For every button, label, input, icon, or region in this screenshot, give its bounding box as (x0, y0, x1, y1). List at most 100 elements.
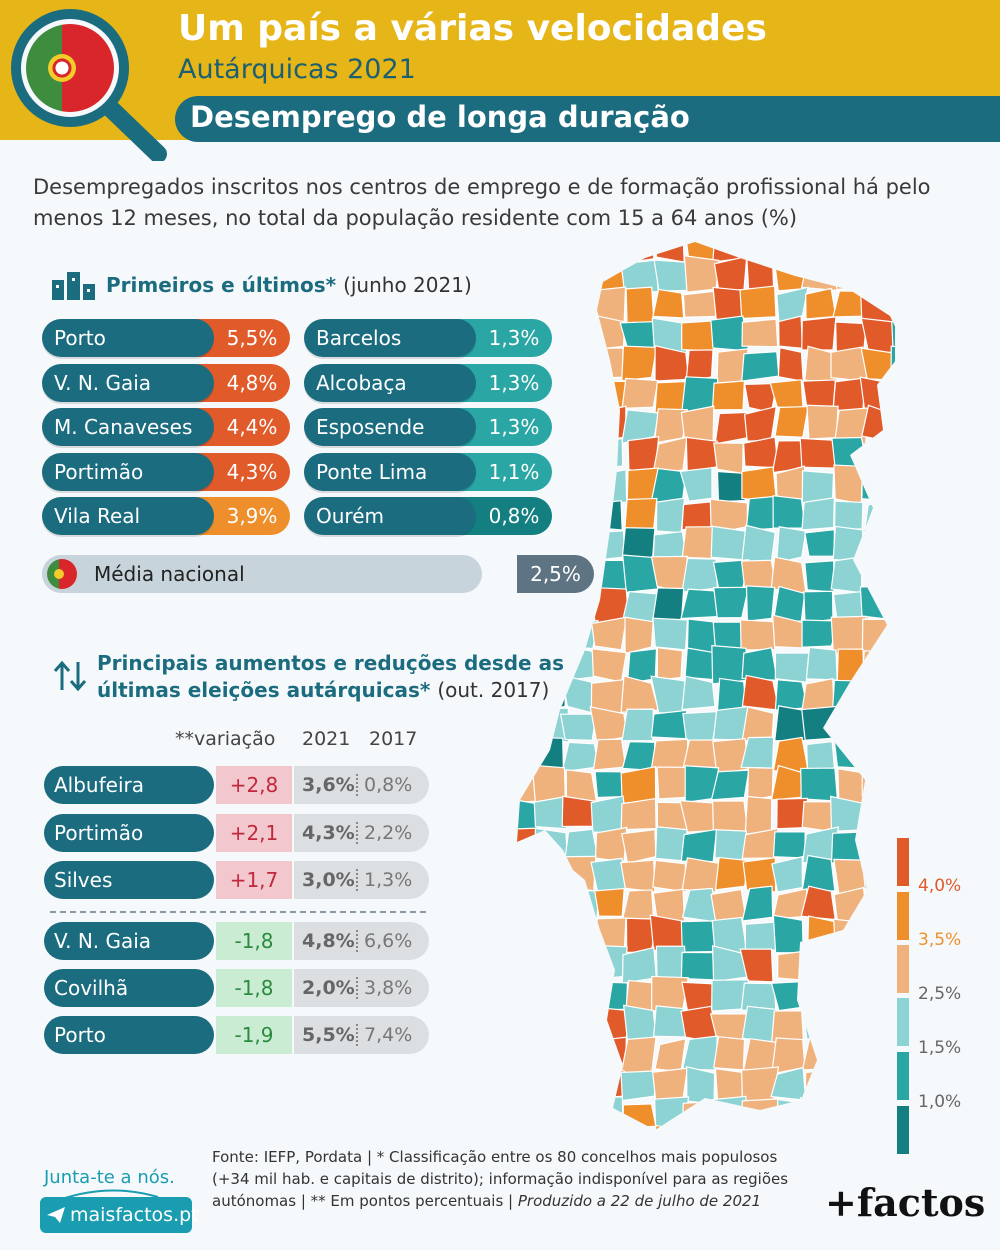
municipality-cell (620, 766, 657, 804)
variation-cell: -1,8 (216, 922, 292, 960)
municipality-cell (529, 378, 567, 411)
value-separator (356, 774, 358, 796)
municipality-cell (831, 947, 870, 984)
municipality-cell (682, 710, 719, 742)
ranking-name: Barcelos (304, 319, 476, 357)
municipality-cell (680, 828, 718, 863)
municipality-cell (742, 242, 780, 264)
municipality-cell (517, 735, 535, 772)
municipality-cell (714, 411, 749, 445)
municipality-name: Albufeira (44, 766, 214, 804)
municipality-cell (865, 795, 895, 833)
municipality-cell (893, 1037, 895, 1069)
municipality-cell (861, 831, 895, 860)
municipality-cell (621, 345, 658, 382)
legend-label: 3,5% (918, 930, 962, 950)
site-link[interactable]: maisfactos.pt (40, 1197, 199, 1233)
municipality-cell (865, 442, 895, 469)
municipality-cell (681, 887, 719, 923)
municipality-cell (650, 555, 688, 594)
value-2021: 3,0% (302, 869, 355, 891)
municipality-cell (892, 892, 895, 925)
municipality-cell (517, 859, 539, 893)
municipality-cell (681, 320, 717, 352)
municipality-cell (564, 1036, 595, 1070)
municipality-cell (740, 1098, 780, 1130)
municipality-cell (517, 441, 538, 472)
join-arrow-icon (61, 1189, 159, 1200)
municipality-name: Silves (44, 861, 214, 899)
value-2017: 6,6% (364, 930, 413, 952)
municipality-cell (625, 286, 655, 324)
table-row: -1,8 2,0% 3,8% Covilhã (44, 969, 429, 1007)
municipality-cell (889, 706, 895, 743)
up-down-arrows-icon (53, 660, 87, 692)
legend-swatch (897, 1106, 909, 1154)
municipality-cell (801, 1036, 839, 1071)
municipality-cell (596, 1096, 624, 1128)
municipality-cell (517, 764, 538, 804)
municipality-cell (861, 650, 895, 680)
site-text: maisfactos.pt (70, 1204, 199, 1226)
legend-label: 1,5% (918, 1038, 962, 1058)
ranking-title-note: (junho 2021) (343, 273, 472, 297)
municipality-cell (653, 259, 689, 292)
municipality-cell (621, 409, 660, 445)
value-2021: 5,5% (302, 1024, 355, 1046)
municipality-cell (652, 859, 688, 893)
changes-title-line1: Principais aumentos e reduções desde as (97, 651, 564, 675)
municipality-cell (805, 646, 838, 681)
municipality-cell (620, 242, 655, 265)
municipality-cell (746, 766, 774, 802)
legend-swatch (897, 892, 909, 940)
municipality-cell (892, 408, 895, 444)
municipality-cell (860, 916, 894, 954)
municipality-cell (537, 975, 567, 1010)
source-text: Fonte: IEFP, Pordata | * Classificação e… (212, 1148, 789, 1210)
municipality-cell (592, 314, 626, 351)
municipality-cell (685, 349, 714, 382)
municipality-cell (739, 619, 779, 651)
page-subtitle: Autárquicas 2021 (178, 54, 416, 85)
ranking-name: Porto (42, 319, 214, 357)
ranking-value: 1,3% (457, 319, 552, 357)
municipality-cell (682, 290, 719, 318)
municipality-cell (679, 467, 713, 502)
municipality-cell (778, 315, 804, 350)
municipality-cell (622, 1103, 657, 1129)
municipality-cell (861, 947, 895, 984)
municipality-cell (592, 1064, 626, 1099)
value-2021: 4,3% (302, 822, 355, 844)
municipality-cell (517, 1036, 538, 1072)
ranking-row: 3,9% Vila Real (42, 497, 290, 535)
municipality-cell (771, 855, 803, 893)
table-row: +2,8 3,6% 0,8% Albufeira (44, 766, 429, 804)
municipality-cell (866, 559, 895, 590)
municipality-cell (860, 317, 895, 354)
municipality-cell (517, 889, 538, 919)
municipality-cell (860, 347, 895, 381)
source-note: Fonte: IEFP, Pordata | * Classificação e… (212, 1146, 792, 1212)
municipality-cell (711, 380, 746, 411)
municipality-cell (801, 982, 837, 1011)
table-row: -1,9 5,5% 7,4% Porto (44, 1016, 429, 1054)
municipality-cell (892, 798, 895, 835)
municipality-cell (890, 285, 895, 320)
municipality-cell (531, 945, 570, 982)
value-2017: 0,8% (364, 774, 413, 796)
municipality-cell (559, 713, 597, 742)
municipality-cell (517, 797, 539, 832)
municipality-cell (862, 525, 895, 560)
municipality-cell (712, 800, 749, 834)
municipality-cell (804, 1067, 835, 1102)
municipality-cell (889, 524, 895, 565)
municipality-cell (517, 378, 537, 408)
municipality-cell (804, 944, 838, 984)
municipality-cell (591, 616, 628, 651)
municipality-cell (624, 497, 658, 530)
values-cell: 4,3% 2,2% (294, 814, 429, 852)
municipality-cell (530, 406, 569, 445)
municipality-cell (833, 739, 869, 770)
municipality-cell (563, 1066, 595, 1105)
variation-cell: +2,8 (216, 766, 292, 804)
